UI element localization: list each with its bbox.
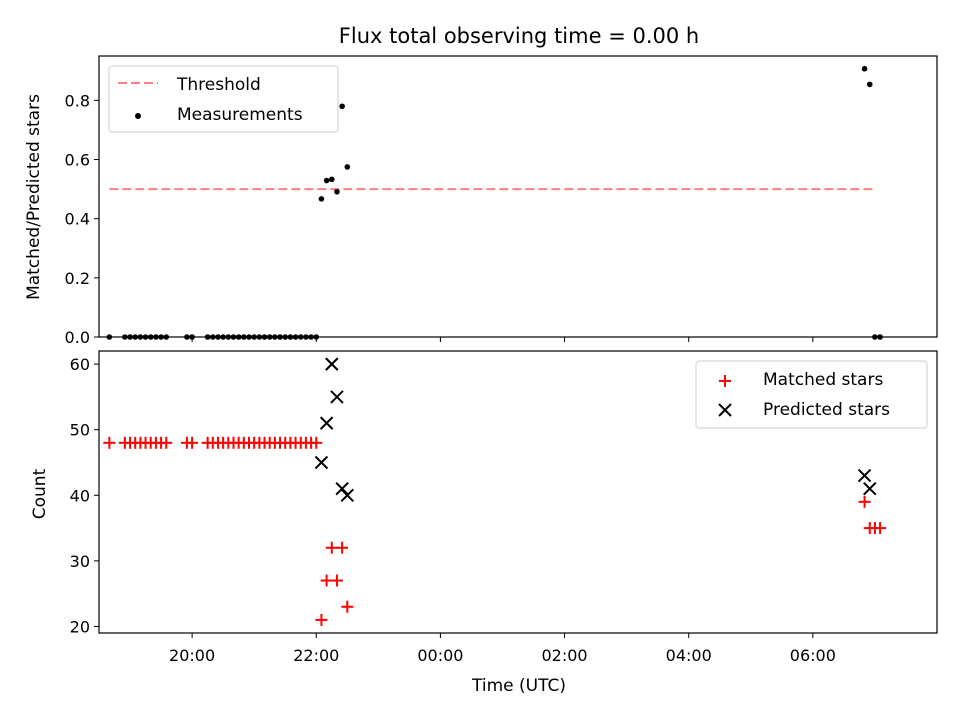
legend-measurements-label: Measurements <box>177 105 303 125</box>
legend-threshold-label: Threshold <box>176 75 261 95</box>
bottom-panel: Count Time (UTC) Matched stars Predicted… <box>30 350 938 696</box>
top-y-axis-label: Matched/Predicted stars <box>24 94 44 300</box>
top-legend-box <box>108 65 339 133</box>
bottom-plot-frame <box>98 350 938 634</box>
measurement-point <box>334 188 340 195</box>
x-tick-label: 04:00 <box>666 646 712 665</box>
predicted-star-point <box>314 455 329 470</box>
legend-predicted-swatch <box>718 403 732 417</box>
x-axis-label: Time (UTC) <box>471 676 566 696</box>
bottom-plot-area <box>103 357 887 626</box>
top-y-tick-label: 0.6 <box>65 151 90 170</box>
measurement-point <box>323 177 330 184</box>
x-tick-label: 06:00 <box>790 646 836 665</box>
predicted-star-point <box>319 416 334 430</box>
measurement-point <box>866 81 873 88</box>
bottom-legend-box <box>695 360 928 429</box>
matched-star-point <box>103 436 116 449</box>
bottom-y-tick-label: 60 <box>70 355 90 374</box>
predicted-star-point <box>330 390 344 404</box>
legend-predicted-label: Predicted stars <box>763 400 890 420</box>
x-tick-label: 20:00 <box>169 646 215 665</box>
matched-star-point <box>160 436 173 449</box>
measurement-point <box>318 196 325 202</box>
matched-star-point <box>858 495 871 508</box>
matched-star-point <box>330 574 343 587</box>
measurement-point <box>339 103 345 110</box>
top-y-tick-label: 0.8 <box>65 91 90 110</box>
matched-star-point <box>325 541 338 554</box>
matched-star-point <box>341 600 354 613</box>
top-y-tick-label: 0.4 <box>65 210 90 229</box>
matched-star-point <box>186 436 199 449</box>
x-tick-label: 22:00 <box>293 646 339 665</box>
predicted-star-point <box>325 357 339 371</box>
top-y-tick-label: 0.0 <box>65 328 90 347</box>
predicted-star-point <box>863 482 877 496</box>
x-tick-label: 00:00 <box>417 646 463 665</box>
matched-star-point <box>874 522 887 535</box>
bottom-legend: Matched stars Predicted stars <box>695 360 928 429</box>
legend-measurements-swatch <box>135 113 141 119</box>
predicted-star-point <box>857 468 872 483</box>
top-legend: Threshold Measurements <box>108 65 339 133</box>
measurement-point <box>328 176 335 183</box>
top-y-tick-label: 0.2 <box>65 269 90 288</box>
top-plot-frame <box>98 55 938 338</box>
measurement-point <box>344 164 351 170</box>
chart-title: Flux total observing time = 0.00 h <box>339 24 699 48</box>
matched-star-point <box>336 541 349 554</box>
predicted-star-point <box>340 488 355 502</box>
bottom-y-tick-label: 30 <box>70 552 90 571</box>
bottom-y-tick-label: 50 <box>70 421 90 440</box>
matched-star-point <box>315 613 328 626</box>
bottom-y-axis-label: Count <box>30 468 50 519</box>
x-tick-label: 02:00 <box>542 646 588 665</box>
legend-matched-label: Matched stars <box>763 370 883 390</box>
legend-matched-swatch <box>719 375 731 387</box>
measurement-point <box>861 65 868 72</box>
bottom-y-tick-label: 40 <box>70 486 90 505</box>
bottom-y-tick-label: 20 <box>70 617 90 636</box>
matched-star-point <box>320 574 333 587</box>
matched-star-point <box>310 436 323 449</box>
top-panel: Matched/Predicted stars Threshold Measur… <box>24 55 938 340</box>
